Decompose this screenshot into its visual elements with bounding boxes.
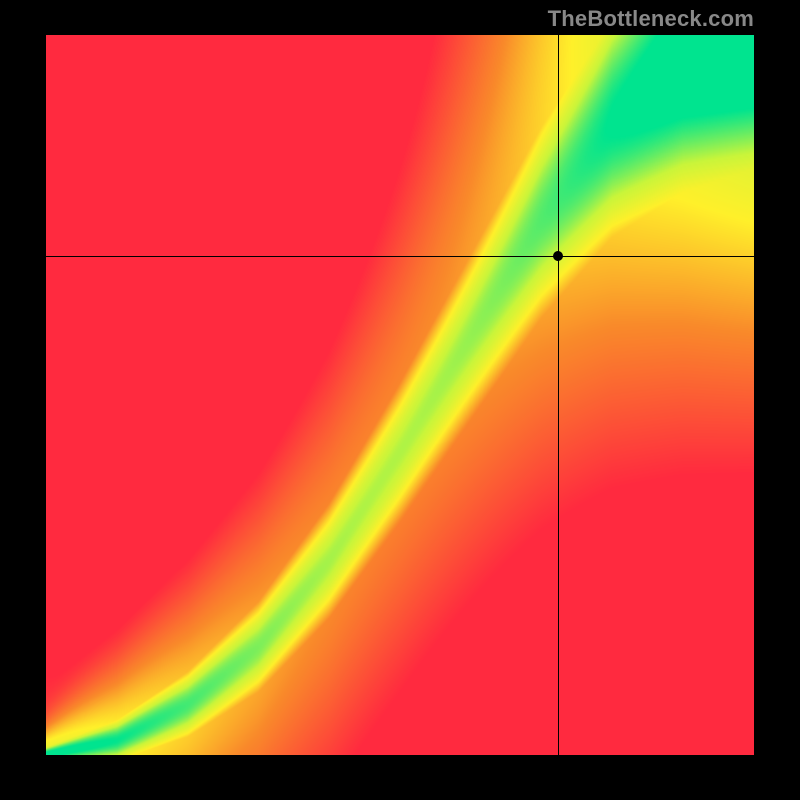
watermark-text: TheBottleneck.com — [548, 6, 754, 32]
selection-point[interactable] — [553, 251, 563, 261]
heatmap-canvas — [46, 35, 754, 755]
crosshair-vertical — [558, 35, 559, 755]
frame: TheBottleneck.com — [0, 0, 800, 800]
crosshair-horizontal — [46, 256, 754, 257]
bottleneck-heatmap — [46, 35, 754, 755]
